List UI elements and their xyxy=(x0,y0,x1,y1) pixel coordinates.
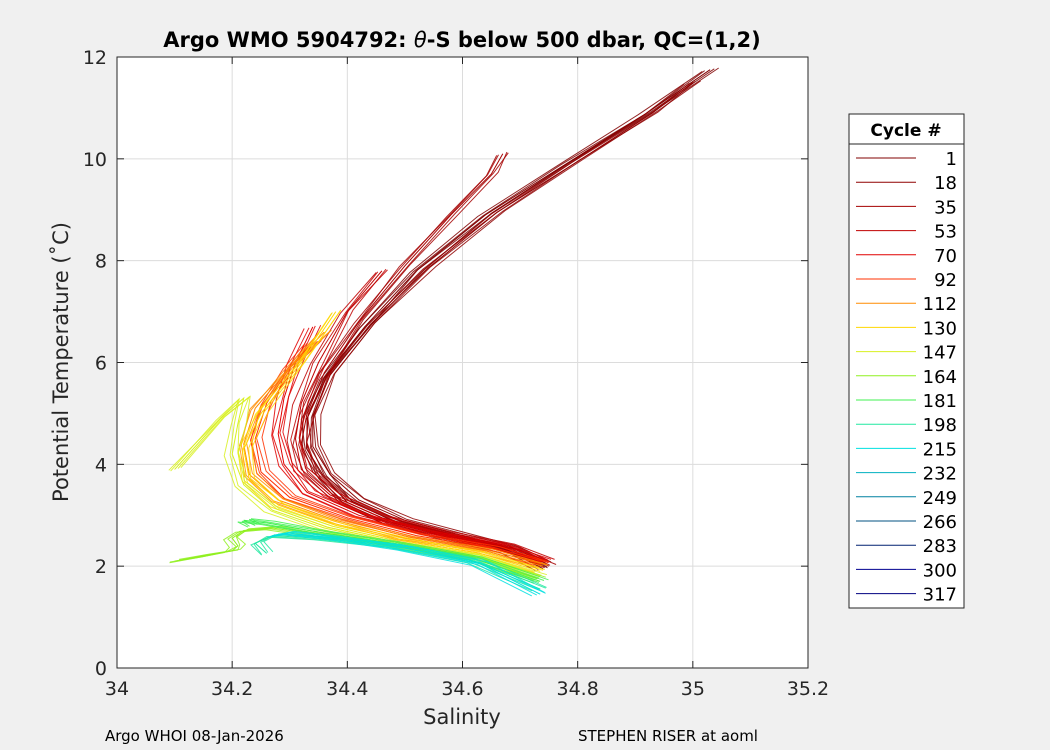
series-line-147 xyxy=(180,395,548,576)
series-line-92 xyxy=(255,340,549,564)
legend-label-53: 53 xyxy=(934,222,957,243)
series-line-130 xyxy=(243,311,541,572)
legend-box xyxy=(848,113,965,609)
series-line-70 xyxy=(279,325,548,561)
series-line-92 xyxy=(250,342,542,565)
legend-label-70: 70 xyxy=(934,246,957,267)
series-line-18 xyxy=(312,82,694,565)
series-line-92 xyxy=(261,340,549,563)
series-line-53 xyxy=(298,269,549,561)
series-line-53 xyxy=(299,268,555,560)
series-line-130 xyxy=(251,309,545,571)
legend-entries: 1 18 35 53 70 92 112 130 147 164 181 198 215 232 249 26… xyxy=(856,149,957,606)
series-line-215 xyxy=(269,533,538,596)
y-tick-label: 6 xyxy=(95,353,107,375)
legend-label-1: 1 xyxy=(946,149,957,170)
series-line-215 xyxy=(276,531,546,594)
legend-label-35: 35 xyxy=(934,197,957,218)
legend-label-249: 249 xyxy=(923,488,957,509)
legend-label-147: 147 xyxy=(923,343,957,364)
legend-label-181: 181 xyxy=(923,391,957,412)
series-line-215 xyxy=(267,534,533,597)
chart-title: Argo WMO 5904792: θ-S below 500 dbar, QC… xyxy=(163,28,760,52)
grid xyxy=(117,57,808,668)
legend-label-130: 130 xyxy=(923,318,957,339)
x-tick-label: 35 xyxy=(681,678,705,700)
series-line-181 xyxy=(243,519,541,582)
series-line-181 xyxy=(248,518,545,581)
x-tick-labels: 34 34.2 34.4 34.6 34.8 35 35.2 xyxy=(105,678,829,700)
series-line-70 xyxy=(282,324,552,560)
footer-right: STEPHEN RISER at aoml xyxy=(578,727,758,745)
series-line-1 xyxy=(306,69,711,570)
series-line-130 xyxy=(248,310,544,571)
series-line-35 xyxy=(306,151,557,565)
series-line-112 xyxy=(246,330,549,566)
x-tick-label: 34.4 xyxy=(326,678,368,700)
legend-label-164: 164 xyxy=(923,367,957,388)
legend-label-232: 232 xyxy=(923,464,957,485)
legend-label-283: 283 xyxy=(923,536,957,557)
y-tick-label: 12 xyxy=(83,47,107,69)
x-tick-label: 34.8 xyxy=(557,678,599,700)
legend-label-18: 18 xyxy=(934,173,957,194)
series-lines xyxy=(168,67,719,597)
y-tick-label: 2 xyxy=(95,556,107,578)
legend-title: Cycle # xyxy=(870,121,941,141)
tick-marks xyxy=(116,56,809,669)
series-line-112 xyxy=(251,329,548,565)
footer-left: Argo WHOI 08-Jan-2026 xyxy=(105,727,284,745)
y-tick-label: 10 xyxy=(83,149,107,171)
legend-label-300: 300 xyxy=(923,560,957,581)
y-tick-label: 0 xyxy=(95,658,107,680)
x-tick-label: 34 xyxy=(105,678,129,700)
series-line-215 xyxy=(280,530,545,593)
legend-label-215: 215 xyxy=(923,439,957,460)
y-tick-label: 4 xyxy=(95,454,107,476)
series-line-18 xyxy=(319,80,701,563)
legend-label-112: 112 xyxy=(923,294,957,315)
y-tick-labels: 0 2 4 6 8 10 12 xyxy=(83,47,107,680)
y-axis-label: Potential Temperature (˚C) xyxy=(49,222,73,502)
legend-label-266: 266 xyxy=(923,512,957,533)
y-tick-label: 8 xyxy=(95,251,107,273)
series-line-181 xyxy=(250,518,549,581)
legend-label-198: 198 xyxy=(923,415,957,436)
legend-label-317: 317 xyxy=(923,585,957,606)
x-tick-label: 34.2 xyxy=(211,678,253,700)
x-tick-label: 34.6 xyxy=(441,678,483,700)
legend-label-92: 92 xyxy=(934,270,957,291)
x-tick-label: 35.2 xyxy=(787,678,829,700)
x-axis-label: Salinity xyxy=(423,705,501,729)
legend: Cycle # 1 18 35 53 70 92 112 130 147 164 181 198 215… xyxy=(848,113,965,609)
